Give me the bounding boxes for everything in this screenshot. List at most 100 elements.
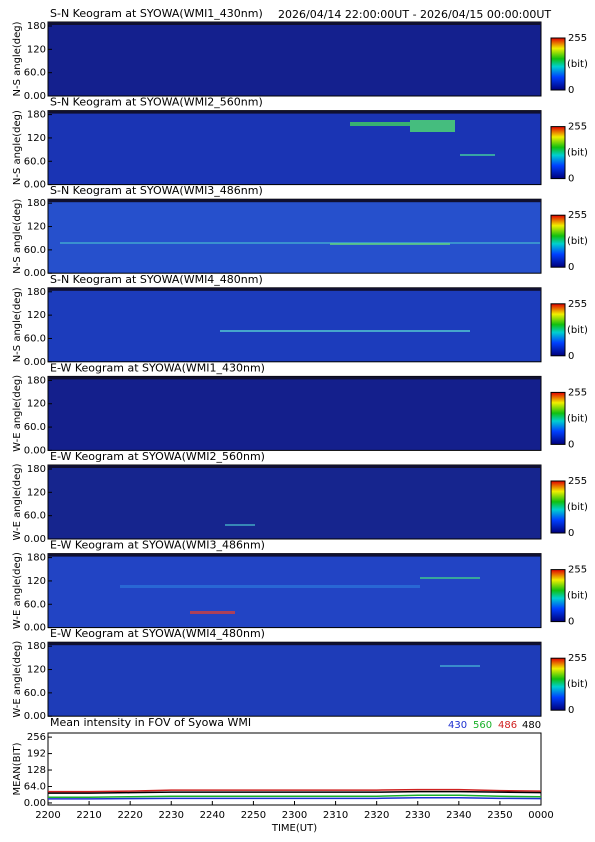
legend-entry: 560 xyxy=(473,720,492,731)
keogram-top-band xyxy=(48,553,541,557)
x-tick-label: 2340 xyxy=(446,810,471,821)
keogram-top-band xyxy=(48,22,541,25)
panel-title: S-N Keogram at SYOWA(WMI1_430nm) xyxy=(50,7,263,20)
series-line xyxy=(48,788,542,793)
panel-title: E-W Keogram at SYOWA(WMI1_430nm) xyxy=(50,361,265,374)
colorbar-label: (bit) xyxy=(567,413,588,424)
colorbar xyxy=(550,214,566,268)
y-tick-label: 60.0 xyxy=(24,688,46,699)
y-axis-label: N-S angle(deg) xyxy=(12,199,23,274)
keogram-feature xyxy=(330,243,450,245)
colorbar-label: (bit) xyxy=(567,502,588,513)
series-line xyxy=(48,790,542,794)
y-axis-label: W-E angle(deg) xyxy=(12,463,23,540)
y-tick-label: 192 xyxy=(27,749,46,760)
colorbar-tick-label: 0 xyxy=(568,705,574,716)
y-tick-label: 60.0 xyxy=(24,599,46,610)
legend-entry: 480 xyxy=(522,720,541,731)
y-tick-label: 180 xyxy=(27,375,46,386)
x-tick-label: 2350 xyxy=(487,810,512,821)
colorbar-label: (bit) xyxy=(567,679,588,690)
y-axis-label: W-E angle(deg) xyxy=(12,552,23,629)
y-tick-label: 180 xyxy=(27,198,46,209)
colorbar-tick-label: 0 xyxy=(568,351,574,362)
colorbar-tick-label: 255 xyxy=(568,565,587,576)
y-tick-label: 0.00 xyxy=(24,357,46,368)
colorbar-label: (bit) xyxy=(567,325,588,336)
keogram-feature xyxy=(60,242,540,244)
y-tick-label: 0.00 xyxy=(24,534,46,545)
keogram-feature xyxy=(350,122,410,126)
panel-title: E-W Keogram at SYOWA(WMI2_560nm) xyxy=(50,450,265,463)
y-tick-label: 60.0 xyxy=(24,422,46,433)
keogram-image xyxy=(47,110,542,186)
keogram-image xyxy=(47,641,542,717)
y-axis-label: N-S angle(deg) xyxy=(12,287,23,362)
y-tick-label: 256 xyxy=(27,732,46,743)
y-tick-label: 180 xyxy=(27,464,46,475)
y-tick-label: 180 xyxy=(27,553,46,564)
keogram-feature xyxy=(225,524,255,526)
colorbar xyxy=(550,480,566,534)
colorbar xyxy=(550,303,566,357)
colorbar-tick-label: 255 xyxy=(568,299,587,310)
x-tick-label: 2240 xyxy=(200,810,225,821)
y-tick-label: 60.0 xyxy=(24,245,46,256)
keogram-top-band xyxy=(48,287,541,291)
y-tick-label: 0.00 xyxy=(24,711,46,722)
colorbar-label: (bit) xyxy=(567,59,588,70)
colorbar-tick-label: 0 xyxy=(568,85,574,96)
colorbar-tick-label: 255 xyxy=(568,122,587,133)
x-tick-label: 2330 xyxy=(405,810,430,821)
y-tick-label: 0.00 xyxy=(24,623,46,634)
chart-title: Mean intensity in FOV of Syowa WMI xyxy=(50,716,251,729)
keogram-image xyxy=(47,21,542,97)
y-tick-label: 0.00 xyxy=(24,91,46,102)
keogram-feature xyxy=(120,585,420,588)
plot-frame xyxy=(47,732,542,806)
keogram-top-band xyxy=(48,110,541,114)
x-tick-label: 2220 xyxy=(117,810,142,821)
keogram-feature xyxy=(190,611,235,614)
panel-title: E-W Keogram at SYOWA(WMI3_486nm) xyxy=(50,539,265,552)
keogram-image xyxy=(47,375,542,451)
colorbar xyxy=(550,569,566,623)
y-tick-label: 120 xyxy=(27,44,46,55)
y-tick-label: 180 xyxy=(27,641,46,652)
y-tick-label: 0.00 xyxy=(24,268,46,279)
colorbar xyxy=(550,126,566,180)
y-tick-label: 120 xyxy=(27,487,46,498)
y-tick-label: 120 xyxy=(27,665,46,676)
y-tick-label: 120 xyxy=(27,310,46,321)
colorbar-label: (bit) xyxy=(567,236,588,247)
time-range: 2026/04/14 22:00:00UT - 2026/04/15 00:00… xyxy=(278,8,551,21)
colorbar-tick-label: 255 xyxy=(568,476,587,487)
x-tick-label: 2230 xyxy=(159,810,184,821)
colorbar-label: (bit) xyxy=(567,591,588,602)
y-axis-label: MEAN(BIT) xyxy=(12,742,23,795)
y-tick-label: 180 xyxy=(27,21,46,32)
colorbar-tick-label: 255 xyxy=(568,33,587,44)
y-tick-label: 120 xyxy=(27,133,46,144)
y-tick-label: 120 xyxy=(27,222,46,233)
series-line xyxy=(48,794,542,799)
colorbar xyxy=(550,37,566,91)
panel-title: S-N Keogram at SYOWA(WMI2_560nm) xyxy=(50,96,263,109)
panel-title: S-N Keogram at SYOWA(WMI3_486nm) xyxy=(50,184,263,197)
keogram-image xyxy=(47,198,542,274)
y-tick-label: 64.0 xyxy=(24,781,46,792)
keogram-feature xyxy=(460,154,495,156)
y-tick-label: 0.00 xyxy=(24,445,46,456)
x-axis-label: TIME(UT) xyxy=(271,823,317,834)
y-axis-label: N-S angle(deg) xyxy=(12,21,23,96)
colorbar xyxy=(550,657,566,711)
colorbar xyxy=(550,391,566,445)
y-tick-label: 60.0 xyxy=(24,511,46,522)
y-tick-label: 0.00 xyxy=(24,798,46,809)
y-tick-label: 60.0 xyxy=(24,156,46,167)
keogram-feature xyxy=(410,120,455,132)
x-tick-label: 2250 xyxy=(241,810,266,821)
keogram-top-band xyxy=(48,199,541,203)
y-axis-label: W-E angle(deg) xyxy=(12,641,23,718)
